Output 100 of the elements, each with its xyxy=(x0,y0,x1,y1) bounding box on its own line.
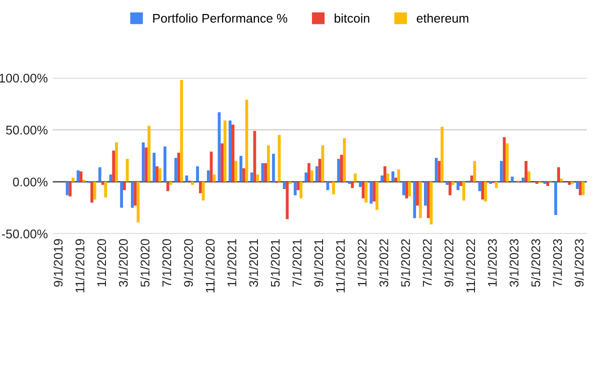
bar xyxy=(332,182,335,194)
bar xyxy=(196,166,199,182)
bar xyxy=(397,169,400,182)
bar xyxy=(206,170,210,182)
bar xyxy=(166,182,170,192)
bar xyxy=(191,182,194,185)
bar xyxy=(234,161,238,182)
bar xyxy=(438,161,441,182)
bar xyxy=(416,182,419,206)
bar xyxy=(76,170,80,182)
bar xyxy=(308,163,310,182)
bar xyxy=(413,182,416,218)
bar xyxy=(242,168,246,182)
bar xyxy=(576,182,579,190)
bar xyxy=(180,80,184,182)
x-tick-label: 1/1/2023 xyxy=(488,239,497,286)
x-tick-label: 7/1/2022 xyxy=(422,239,432,287)
x-tick-label: 9/1/2023 xyxy=(574,239,584,287)
bar xyxy=(358,182,362,187)
x-tick-label: 7/1/2020 xyxy=(162,239,172,287)
bar xyxy=(448,182,452,196)
x-tick-label: 7/1/2021 xyxy=(292,239,302,287)
y-tick-label: 50.00% xyxy=(6,126,48,134)
bar xyxy=(426,182,430,218)
y-tick-label: -50.00% xyxy=(2,230,48,238)
bar xyxy=(440,126,444,182)
bar xyxy=(568,182,571,185)
bar xyxy=(122,182,126,190)
bar xyxy=(310,170,314,182)
bar xyxy=(239,156,242,182)
bar xyxy=(300,182,302,198)
x-tick-label: 9/1/2022 xyxy=(444,239,454,287)
bar xyxy=(198,182,202,194)
bar xyxy=(109,174,112,182)
bar xyxy=(380,176,384,182)
bar xyxy=(282,182,286,190)
bar xyxy=(524,161,528,182)
bar xyxy=(152,152,156,182)
bar xyxy=(315,166,318,182)
bar xyxy=(156,166,158,182)
bar xyxy=(451,182,454,185)
bar xyxy=(115,142,118,182)
y-tick-label: 100.00% xyxy=(0,74,48,83)
x-tick-label: 7/1/2023 xyxy=(552,239,562,287)
bar xyxy=(502,137,506,182)
x-tick-label: 5/1/2023 xyxy=(531,239,540,287)
x-tick-label: 9/1/2020 xyxy=(184,239,193,287)
bar xyxy=(340,154,343,182)
x-tick-label: 5/1/2020 xyxy=(140,239,150,287)
bar xyxy=(202,182,205,200)
bar xyxy=(424,182,427,206)
bar xyxy=(174,158,178,182)
bar xyxy=(296,182,300,190)
bar xyxy=(212,174,216,182)
x-tick-label: 1/1/2022 xyxy=(357,239,367,286)
bar xyxy=(456,182,460,190)
x-tick-label: 3/1/2023 xyxy=(509,239,519,287)
bar xyxy=(72,178,75,182)
x-tick-label: 5/1/2021 xyxy=(270,239,280,287)
bar xyxy=(557,167,560,182)
bar xyxy=(376,182,378,210)
x-tick-label: 11/1/2019 xyxy=(75,239,84,292)
bar xyxy=(405,182,408,198)
x-tick-label: 11/1/2022 xyxy=(466,239,476,292)
bar xyxy=(148,126,150,182)
bar xyxy=(337,158,340,182)
bar xyxy=(470,176,474,182)
bar xyxy=(484,182,487,202)
bar xyxy=(304,172,308,182)
bar xyxy=(386,173,390,182)
bar xyxy=(350,182,354,188)
bar xyxy=(80,171,82,182)
bar xyxy=(500,161,503,182)
bar xyxy=(582,182,585,196)
bar xyxy=(408,182,411,196)
bar xyxy=(253,130,256,182)
bar xyxy=(494,182,498,188)
bar xyxy=(321,145,324,182)
bar xyxy=(130,182,134,208)
bar xyxy=(342,138,346,182)
bar xyxy=(383,166,386,182)
legend-label: ethereum xyxy=(416,14,468,23)
bar xyxy=(372,182,376,202)
bar xyxy=(224,120,226,182)
legend-label: bitcoin xyxy=(334,14,370,23)
bar xyxy=(394,178,398,182)
bar xyxy=(554,182,558,216)
bar xyxy=(232,124,234,182)
bar xyxy=(98,167,102,182)
bar xyxy=(446,182,449,185)
x-tick-label: 11/1/2020 xyxy=(205,239,215,292)
bar xyxy=(364,182,368,203)
bar xyxy=(120,182,123,208)
x-tick-label: 1/1/2020 xyxy=(96,239,106,286)
bar xyxy=(112,150,116,182)
bar xyxy=(272,154,275,182)
bar xyxy=(510,176,514,182)
bar xyxy=(264,163,267,182)
bar xyxy=(261,163,264,182)
bar xyxy=(481,182,484,200)
